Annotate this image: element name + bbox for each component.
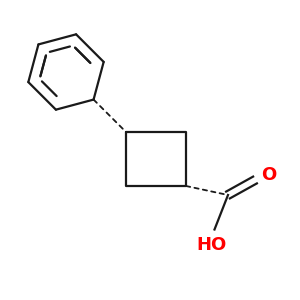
Text: O: O — [261, 167, 276, 184]
Text: HO: HO — [196, 236, 226, 253]
